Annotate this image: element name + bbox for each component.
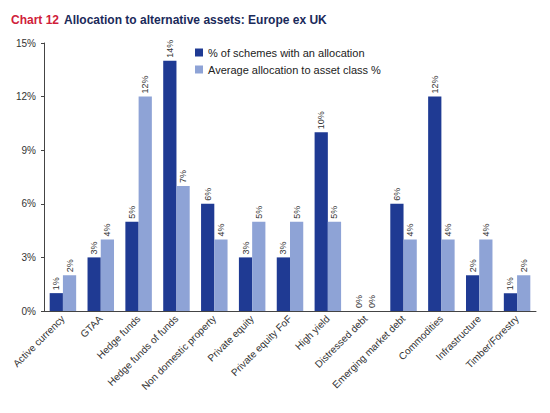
svg-text:Commodities: Commodities	[396, 313, 446, 363]
svg-text:12%: 12%	[140, 76, 150, 94]
svg-text:5%: 5%	[254, 206, 264, 219]
svg-text:10%: 10%	[316, 111, 326, 129]
svg-text:5%: 5%	[127, 206, 137, 219]
svg-text:Private equity FoF: Private equity FoF	[229, 313, 294, 378]
svg-text:4%: 4%	[216, 224, 226, 237]
svg-text:3%: 3%	[89, 241, 99, 254]
svg-text:0%: 0%	[354, 295, 364, 308]
svg-text:Allocation to alternative asse: Allocation to alternative assets: Europe…	[64, 13, 327, 27]
svg-text:5%: 5%	[292, 206, 302, 219]
svg-text:1%: 1%	[51, 277, 61, 290]
svg-text:0%: 0%	[367, 295, 377, 308]
svg-text:3%: 3%	[278, 241, 288, 254]
svg-text:Infrastructure: Infrastructure	[433, 313, 484, 363]
svg-text:Timber/Forestry: Timber/Forestry	[464, 313, 521, 370]
svg-text:Chart 12: Chart 12	[11, 13, 59, 27]
svg-text:15%: 15%	[16, 38, 36, 49]
svg-text:Active currency: Active currency	[11, 313, 67, 369]
svg-text:0%: 0%	[22, 306, 37, 317]
svg-text:12%: 12%	[430, 76, 440, 94]
svg-text:2%: 2%	[519, 259, 529, 272]
svg-text:High yield: High yield	[293, 313, 332, 352]
svg-text:Distressed debt: Distressed debt	[312, 313, 370, 370]
svg-text:2%: 2%	[468, 259, 478, 272]
svg-text:7%: 7%	[178, 170, 188, 183]
svg-text:6%: 6%	[203, 188, 213, 201]
svg-text:Non domestic property: Non domestic property	[139, 313, 218, 392]
svg-text:3%: 3%	[22, 252, 37, 263]
svg-text:4%: 4%	[405, 224, 415, 237]
svg-text:6%: 6%	[22, 198, 37, 209]
svg-text:9%: 9%	[22, 145, 37, 156]
svg-text:4%: 4%	[443, 224, 453, 237]
svg-text:4%: 4%	[102, 224, 112, 237]
svg-text:Emerging market debt: Emerging market debt	[330, 313, 407, 390]
svg-text:Average allocation to asset cl: Average allocation to asset class %	[208, 64, 381, 76]
svg-text:GTAA: GTAA	[78, 313, 105, 340]
svg-text:12%: 12%	[16, 91, 36, 102]
svg-text:6%: 6%	[392, 188, 402, 201]
svg-text:1%: 1%	[505, 277, 515, 290]
svg-text:4%: 4%	[481, 224, 491, 237]
svg-text:Hedge funds of funds: Hedge funds of funds	[105, 313, 180, 388]
svg-text:% of schemes with an allocatio: % of schemes with an allocation	[208, 47, 365, 59]
svg-text:3%: 3%	[241, 241, 251, 254]
svg-text:14%: 14%	[165, 40, 175, 58]
svg-text:2%: 2%	[65, 259, 75, 272]
svg-text:5%: 5%	[329, 206, 339, 219]
